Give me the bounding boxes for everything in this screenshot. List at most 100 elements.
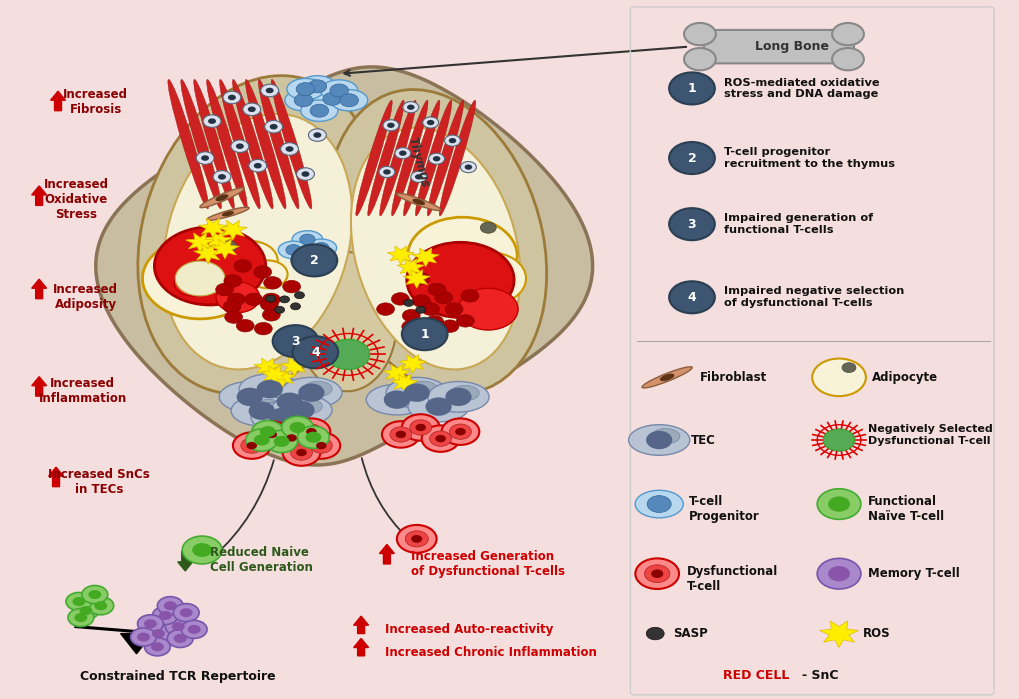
Circle shape	[387, 122, 394, 128]
Circle shape	[203, 115, 221, 127]
Circle shape	[280, 431, 303, 445]
Circle shape	[411, 171, 426, 182]
Circle shape	[173, 634, 186, 643]
Text: Reduced Naive
Cell Generation: Reduced Naive Cell Generation	[210, 546, 313, 574]
Circle shape	[428, 153, 444, 164]
Circle shape	[262, 293, 280, 305]
Circle shape	[181, 620, 207, 638]
Circle shape	[257, 380, 282, 398]
Polygon shape	[412, 248, 439, 266]
Text: Constrained TCR Repertoire: Constrained TCR Repertoire	[81, 670, 276, 683]
Text: Increased Generation
of Dysfunctional T-cells: Increased Generation of Dysfunctional T-…	[411, 550, 565, 578]
Circle shape	[308, 129, 326, 141]
Circle shape	[301, 424, 322, 440]
Circle shape	[398, 150, 407, 156]
Circle shape	[416, 306, 425, 313]
Circle shape	[396, 525, 436, 553]
Ellipse shape	[163, 114, 352, 370]
Ellipse shape	[232, 80, 273, 209]
Circle shape	[138, 614, 163, 633]
Ellipse shape	[641, 367, 692, 388]
Circle shape	[448, 138, 455, 143]
Ellipse shape	[194, 80, 234, 209]
Circle shape	[411, 535, 422, 542]
Circle shape	[216, 282, 260, 312]
Circle shape	[383, 169, 390, 175]
Ellipse shape	[258, 80, 299, 209]
Circle shape	[289, 422, 305, 433]
Circle shape	[179, 608, 193, 617]
FancyArrow shape	[354, 638, 368, 656]
Circle shape	[381, 421, 419, 447]
Circle shape	[232, 433, 270, 459]
Ellipse shape	[290, 252, 321, 269]
Circle shape	[427, 120, 434, 125]
Circle shape	[223, 91, 240, 103]
Circle shape	[68, 609, 94, 626]
Ellipse shape	[246, 80, 285, 209]
Ellipse shape	[326, 89, 546, 394]
Circle shape	[171, 622, 184, 631]
Polygon shape	[396, 259, 424, 277]
Circle shape	[260, 298, 278, 311]
Circle shape	[450, 252, 526, 305]
Text: Increased Auto-reactivity: Increased Auto-reactivity	[384, 623, 552, 636]
Circle shape	[66, 593, 92, 611]
Circle shape	[164, 601, 176, 610]
Circle shape	[249, 402, 274, 420]
Text: 2: 2	[310, 254, 319, 267]
Circle shape	[323, 92, 341, 106]
Circle shape	[233, 260, 252, 272]
Text: T-cell progenitor
recruitment to the thymus: T-cell progenitor recruitment to the thy…	[723, 147, 894, 169]
Circle shape	[646, 496, 671, 512]
Circle shape	[274, 306, 284, 313]
Circle shape	[404, 384, 429, 402]
Circle shape	[404, 299, 414, 306]
FancyArrow shape	[49, 467, 63, 487]
Circle shape	[273, 436, 289, 447]
Circle shape	[266, 431, 277, 438]
Ellipse shape	[281, 390, 310, 405]
Polygon shape	[96, 67, 592, 465]
Text: Increased
Oxidative
Stress: Increased Oxidative Stress	[44, 178, 108, 222]
Polygon shape	[210, 239, 239, 259]
Text: Adipocyte: Adipocyte	[871, 371, 937, 384]
Circle shape	[74, 613, 88, 622]
Text: Impaired generation of
functional T-cells: Impaired generation of functional T-cell…	[723, 213, 872, 235]
Ellipse shape	[280, 377, 341, 408]
Circle shape	[152, 607, 178, 624]
Circle shape	[811, 359, 865, 396]
Polygon shape	[194, 244, 222, 264]
Ellipse shape	[286, 78, 324, 100]
Ellipse shape	[404, 100, 439, 216]
Polygon shape	[218, 220, 248, 240]
Circle shape	[151, 642, 164, 651]
Circle shape	[245, 293, 263, 305]
Polygon shape	[383, 364, 410, 383]
Circle shape	[403, 101, 419, 113]
Text: Increased SnCs
in TECs: Increased SnCs in TECs	[48, 468, 150, 496]
Circle shape	[89, 590, 101, 599]
Text: SASP: SASP	[673, 627, 707, 640]
Circle shape	[407, 105, 414, 110]
Circle shape	[441, 419, 479, 445]
Circle shape	[288, 401, 314, 419]
Circle shape	[213, 171, 230, 183]
Circle shape	[145, 637, 170, 656]
Circle shape	[192, 543, 212, 557]
Ellipse shape	[306, 239, 336, 257]
Circle shape	[248, 261, 287, 288]
Circle shape	[292, 336, 338, 368]
FancyArrow shape	[379, 545, 394, 564]
Circle shape	[389, 427, 412, 442]
Circle shape	[236, 388, 263, 406]
Circle shape	[412, 273, 429, 285]
Circle shape	[279, 296, 289, 303]
Circle shape	[412, 295, 430, 308]
Ellipse shape	[314, 88, 351, 110]
Ellipse shape	[274, 405, 302, 421]
Circle shape	[326, 339, 369, 369]
Circle shape	[379, 166, 394, 178]
Ellipse shape	[251, 402, 312, 433]
Circle shape	[230, 140, 249, 152]
